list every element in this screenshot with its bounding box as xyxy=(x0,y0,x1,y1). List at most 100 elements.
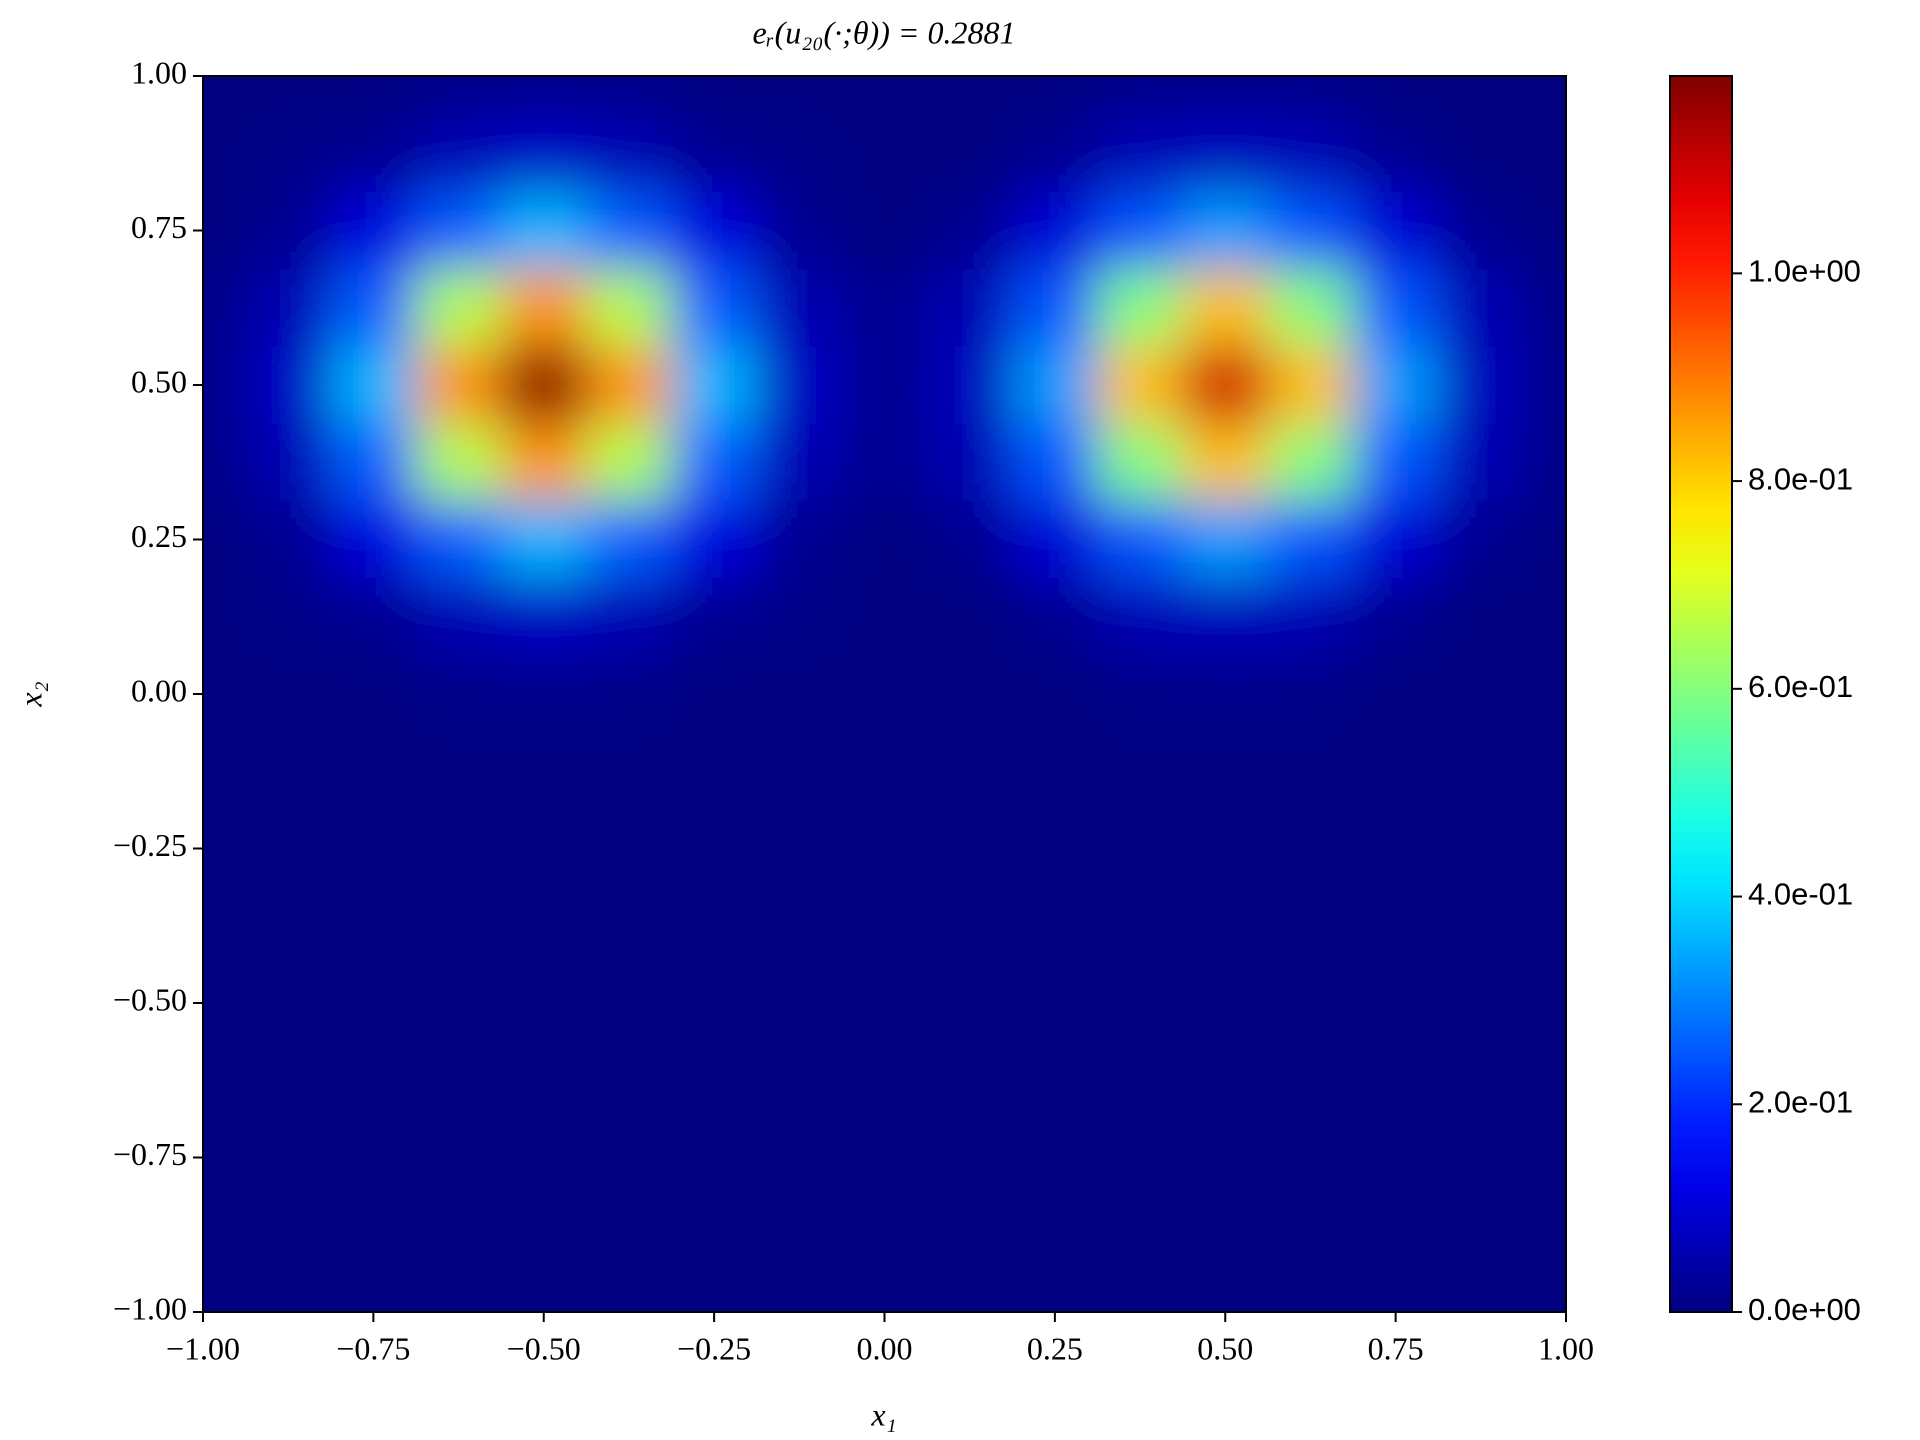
heatmap-cell xyxy=(586,1041,673,1120)
heatmap-cell xyxy=(501,578,587,656)
heatmap-cell xyxy=(1438,887,1524,965)
x-tick-label: 0.75 xyxy=(1368,1330,1424,1366)
heatmap-cell xyxy=(927,887,1013,965)
heatmap-cell xyxy=(1267,500,1354,579)
heatmap-cell xyxy=(203,1118,247,1197)
colorbar-tick-label: 2.0e-01 xyxy=(1748,1084,1853,1119)
heatmap-cell xyxy=(756,964,843,1043)
heatmap-cell xyxy=(1353,191,1439,270)
heatmap-cell xyxy=(1097,964,1184,1043)
heatmap-cell xyxy=(927,423,1013,502)
heatmap-cell xyxy=(1267,887,1354,965)
heatmap-cell xyxy=(927,809,1013,888)
heatmap-cell xyxy=(1182,1041,1269,1120)
heatmap-cell xyxy=(203,269,247,347)
heatmap-cell xyxy=(1267,964,1354,1043)
heatmap-cell xyxy=(1012,964,1098,1043)
heatmap-cell xyxy=(671,1118,758,1197)
heatmap-cell xyxy=(203,655,247,734)
heatmap-cell xyxy=(1523,500,1566,579)
heatmap-cell xyxy=(1523,191,1566,270)
heatmap-cell xyxy=(330,76,417,116)
x-tick-label: 0.50 xyxy=(1197,1330,1253,1366)
x-tick-label: −0.25 xyxy=(677,1330,751,1366)
heatmap-cell xyxy=(1182,423,1269,502)
heatmap-cell xyxy=(245,887,332,965)
heatmap-cell xyxy=(1097,1118,1184,1197)
heatmap-cell xyxy=(1523,887,1566,965)
heatmap-cell xyxy=(501,76,587,116)
heatmap-cell xyxy=(841,1273,928,1312)
y-tick-label: −0.25 xyxy=(113,827,187,863)
heatmap-cell xyxy=(1097,269,1184,347)
heatmap-cell xyxy=(203,732,247,811)
heatmap-cell xyxy=(330,269,417,347)
heatmap-cell xyxy=(1267,346,1354,425)
heatmap-cell xyxy=(415,655,502,734)
heatmap-cell xyxy=(1012,76,1098,116)
heatmap-cell xyxy=(1353,732,1439,811)
heatmap-cell xyxy=(415,114,502,193)
heatmap-cell xyxy=(330,346,417,425)
heatmap-cell xyxy=(1438,1041,1524,1120)
heatmap-cell xyxy=(1182,269,1269,347)
heatmap-cell xyxy=(1438,76,1524,116)
heatmap-cell xyxy=(1353,500,1439,579)
heatmap-cell xyxy=(671,269,758,347)
heatmap xyxy=(203,76,1566,1312)
heatmap-cell xyxy=(203,964,247,1043)
heatmap-cell xyxy=(1182,500,1269,579)
y-axis-label: x₂ xyxy=(12,681,48,707)
heatmap-cell xyxy=(586,76,673,116)
plot-area xyxy=(203,76,1566,1312)
chart-title: eᵣ(u₂₀(·;θ)) = 0.2881 xyxy=(753,14,1016,50)
heatmap-cell xyxy=(586,732,673,811)
heatmap-cell xyxy=(1182,191,1269,270)
x-axis-label: x₁ xyxy=(870,1396,896,1432)
heatmap-cell xyxy=(1353,1196,1439,1274)
heatmap-cell xyxy=(245,1196,332,1274)
heatmap-cell xyxy=(415,964,502,1043)
heatmap-cell xyxy=(501,887,587,965)
heatmap-cell xyxy=(415,269,502,347)
heatmap-cell xyxy=(1353,887,1439,965)
heatmap-cell xyxy=(245,269,332,347)
heatmap-cell xyxy=(1012,1041,1098,1120)
heatmap-cell xyxy=(501,809,587,888)
heatmap-cell xyxy=(1438,191,1524,270)
heatmap-cell xyxy=(1438,1118,1524,1197)
heatmap-cell xyxy=(1267,114,1354,193)
heatmap-cell xyxy=(501,191,587,270)
x-tick-label: −0.50 xyxy=(507,1330,581,1366)
heatmap-cell xyxy=(415,1273,502,1312)
heatmap-cell xyxy=(756,1118,843,1197)
y-tick-label: −0.75 xyxy=(113,1136,187,1172)
heatmap-cell xyxy=(203,1273,247,1312)
heatmap-cell xyxy=(671,1273,758,1312)
heatmap-cell xyxy=(501,1118,587,1197)
heatmap-cell xyxy=(586,114,673,193)
heatmap-cell xyxy=(671,964,758,1043)
heatmap-cell xyxy=(841,1041,928,1120)
heatmap-cell xyxy=(501,655,587,734)
heatmap-cell xyxy=(501,114,587,193)
colorbar-tick-label: 6.0e-01 xyxy=(1748,669,1853,704)
heatmap-cell xyxy=(586,1196,673,1274)
heatmap-cell xyxy=(415,423,502,502)
heatmap-cell xyxy=(671,76,758,116)
heatmap-cell xyxy=(841,964,928,1043)
heatmap-cell xyxy=(1012,346,1098,425)
heatmap-cell xyxy=(1182,76,1269,116)
heatmap-cell xyxy=(586,964,673,1043)
heatmap-cell xyxy=(1438,346,1524,425)
heatmap-cell xyxy=(415,887,502,965)
heatmap-cell xyxy=(841,1196,928,1274)
heatmap-cell xyxy=(330,500,417,579)
heatmap-cell xyxy=(415,76,502,116)
heatmap-cell xyxy=(927,500,1013,579)
y-tick-label: −0.50 xyxy=(113,981,187,1017)
heatmap-cell xyxy=(1523,423,1566,502)
heatmap-cell xyxy=(1097,346,1184,425)
heatmap-cell xyxy=(927,1118,1013,1197)
